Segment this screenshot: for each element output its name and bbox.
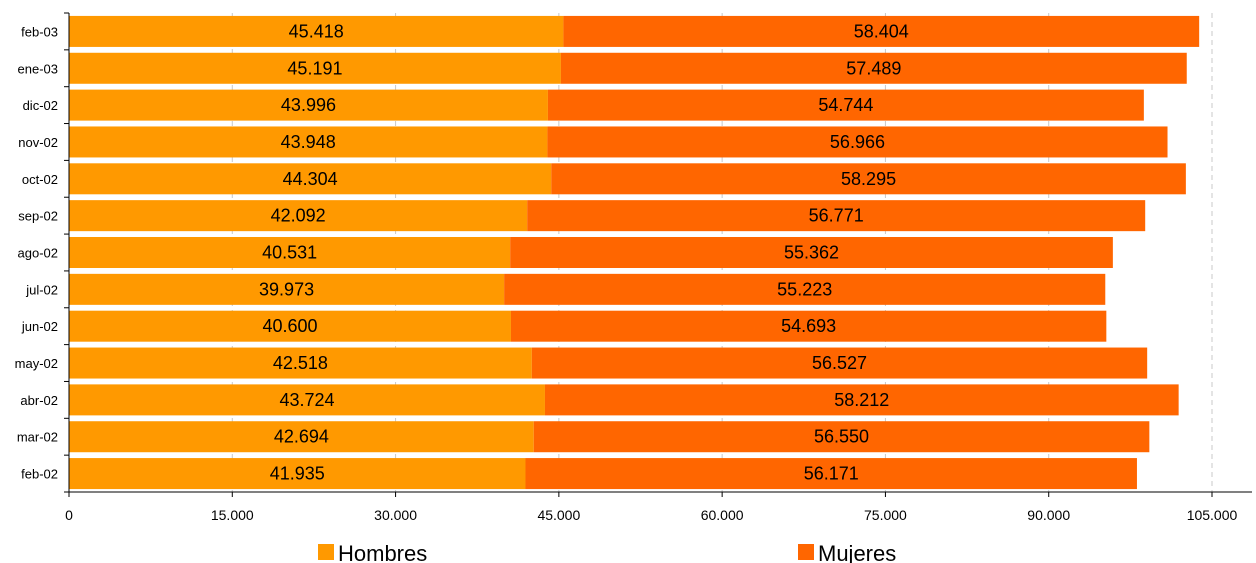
- bar-mujeres-dic-02: [547, 89, 1144, 121]
- bar-hombres-feb-02: [69, 458, 526, 490]
- category-label: oct-02: [22, 172, 58, 187]
- data-label: 56.171: [804, 464, 859, 484]
- x-tick-label: 15.000: [211, 507, 254, 523]
- data-label: 58.212: [834, 390, 889, 410]
- data-labels: 41.935 56.171 42.694 56.550 43.724 58.212 42.5…: [259, 21, 909, 483]
- x-tick-label: 0: [65, 507, 73, 523]
- data-label: 58.404: [854, 21, 909, 41]
- data-label: 42.694: [274, 427, 329, 447]
- data-label: 41.935: [270, 464, 325, 484]
- bar-hombres-sep-02: [69, 200, 528, 232]
- data-label: 55.362: [784, 243, 839, 263]
- category-label: mar-02: [17, 430, 58, 445]
- axes: feb-02 mar-02 abr-02 may-02 jun-02 jul-02 ago-…: [15, 12, 1252, 523]
- bar-mujeres-ago-02: [510, 237, 1113, 268]
- category-label: feb-02: [21, 467, 58, 482]
- category-label: nov-02: [18, 135, 58, 150]
- data-label: 40.600: [262, 316, 317, 336]
- legend-swatch-hombres: [318, 544, 334, 560]
- legend-label-hombres: Hombres: [338, 541, 427, 563]
- category-label: abr-02: [20, 393, 58, 408]
- data-label: 57.489: [846, 58, 901, 78]
- category-label: ene-03: [18, 61, 58, 76]
- bar-mujeres-mar-02: [533, 421, 1150, 453]
- category-label: sep-02: [18, 209, 58, 224]
- data-label: 45.418: [289, 21, 344, 41]
- data-label: 58.295: [841, 169, 896, 189]
- bar-mujeres-nov-02: [547, 126, 1168, 158]
- data-label: 56.771: [809, 206, 864, 226]
- bar-hombres-mar-02: [69, 421, 534, 453]
- category-label: ago-02: [18, 246, 58, 261]
- x-tick-label: 105.000: [1187, 507, 1238, 523]
- category-label: may-02: [15, 356, 58, 371]
- bar-hombres-may-02: [69, 347, 532, 379]
- x-tick-label: 30.000: [374, 507, 417, 523]
- bar-hombres-jul-02: [69, 273, 505, 305]
- category-label: jun-02: [21, 319, 58, 334]
- data-label: 56.966: [830, 132, 885, 152]
- bar-hombres-dic-02: [69, 89, 548, 121]
- bar-mujeres-jul-02: [504, 273, 1106, 305]
- data-label: 54.744: [818, 95, 873, 115]
- bar-hombres-nov-02: [69, 126, 548, 158]
- legend: Hombres Mujeres: [318, 541, 896, 563]
- bar-mujeres-ene-03: [560, 52, 1187, 84]
- legend-swatch-mujeres: [798, 544, 814, 560]
- bar-hombres-feb-03: [69, 15, 564, 47]
- data-label: 56.527: [812, 353, 867, 373]
- data-label: 42.092: [271, 206, 326, 226]
- x-tick-label: 90.000: [1027, 507, 1070, 523]
- bars: [69, 15, 1200, 490]
- data-label: 43.996: [281, 95, 336, 115]
- bar-hombres-abr-02: [69, 384, 545, 416]
- data-label: 43.724: [279, 390, 334, 410]
- data-label: 55.223: [777, 279, 832, 299]
- bar-hombres-jun-02: [69, 310, 511, 342]
- bar-hombres-ago-02: [69, 237, 511, 268]
- category-label: feb-03: [21, 24, 58, 39]
- bar-mujeres-jun-02: [510, 310, 1107, 342]
- x-tick-label: 60.000: [701, 507, 744, 523]
- data-label: 40.531: [262, 243, 317, 263]
- x-tick-label: 45.000: [537, 507, 580, 523]
- data-label: 45.191: [287, 58, 342, 78]
- bar-mujeres-may-02: [531, 347, 1148, 379]
- bar-mujeres-oct-02: [551, 163, 1186, 195]
- data-label: 56.550: [814, 427, 869, 447]
- bar-hombres-ene-03: [69, 52, 561, 84]
- category-label: dic-02: [23, 98, 58, 113]
- category-label: jul-02: [25, 282, 58, 297]
- bar-mujeres-feb-02: [525, 458, 1137, 490]
- bar-mujeres-sep-02: [527, 200, 1146, 232]
- data-label: 43.948: [281, 132, 336, 152]
- data-label: 42.518: [273, 353, 328, 373]
- data-label: 39.973: [259, 279, 314, 299]
- bar-mujeres-abr-02: [544, 384, 1179, 416]
- bar-hombres-oct-02: [69, 163, 552, 195]
- data-label: 44.304: [283, 169, 338, 189]
- data-label: 54.693: [781, 316, 836, 336]
- legend-label-mujeres: Mujeres: [818, 541, 896, 563]
- bar-mujeres-feb-03: [563, 15, 1200, 47]
- x-tick-label: 75.000: [864, 507, 907, 523]
